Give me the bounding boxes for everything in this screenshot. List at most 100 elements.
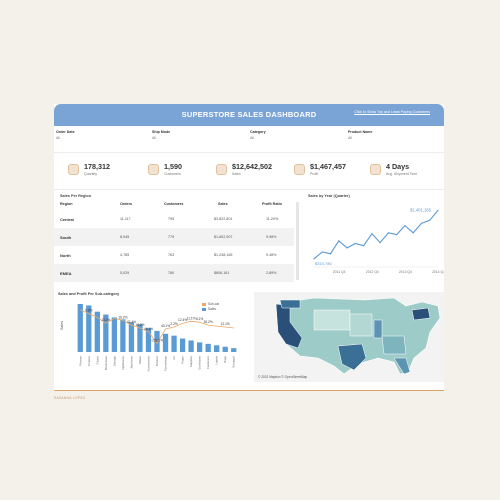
- column-header[interactable]: Profit Ratio: [262, 202, 282, 206]
- table-row[interactable]: Central 11,117 795 $3,822,801 11.20%: [54, 210, 294, 228]
- line-point[interactable]: [363, 245, 365, 247]
- footer-author: SAVANNA LOPEZ: [54, 396, 86, 400]
- map-state-midwest: [313, 309, 351, 331]
- line-point[interactable]: [371, 233, 373, 235]
- subcategory-bar[interactable]: [231, 348, 237, 352]
- profit-label: -232.2%: [151, 338, 163, 342]
- kpi-quantity: 178,312 Quantity: [68, 161, 138, 185]
- kpi-value: $12,642,502: [232, 162, 272, 171]
- line-point[interactable]: [338, 240, 340, 242]
- kpi-label: Sales: [232, 172, 241, 176]
- x-tick-label: Accessories: [146, 355, 150, 371]
- profit-ratio-line[interactable]: [80, 309, 234, 345]
- subcategory-bar[interactable]: [128, 322, 135, 352]
- legend-item[interactable]: Sub-cat: [202, 302, 219, 307]
- subcategory-bar[interactable]: [222, 346, 228, 352]
- kpi-strip: 178,312 Quantity 1,590 Customers $12,642…: [54, 152, 444, 190]
- subcategory-bar[interactable]: [205, 343, 211, 352]
- line-point[interactable]: [329, 253, 332, 255]
- cell-sales: $806,161: [214, 271, 230, 275]
- x-tick-label: Furnishings: [164, 355, 168, 370]
- x-tick-label: 2014 Q4: [432, 270, 444, 274]
- profit-label: 9.8%: [85, 309, 92, 313]
- x-tick-label: Phones: [78, 355, 82, 365]
- x-tick-label: Art: [172, 356, 176, 360]
- cell-orders: 5,029: [120, 271, 130, 275]
- subcategory-bar[interactable]: [103, 314, 109, 352]
- line-point[interactable]: [313, 258, 315, 260]
- filter-product-name[interactable]: Product Name All: [348, 130, 372, 140]
- filter-category[interactable]: Category All: [250, 130, 266, 140]
- cell-customers: 780: [168, 271, 175, 275]
- line-point[interactable]: [412, 232, 414, 234]
- legend-label: Sub-cat: [208, 302, 219, 306]
- sales-series-line[interactable]: [313, 210, 439, 260]
- column-header[interactable]: Sales: [218, 202, 228, 206]
- cell-orders: 4,785: [120, 253, 130, 257]
- subcategory-bar[interactable]: [214, 345, 220, 352]
- subcategory-bar[interactable]: [86, 305, 92, 352]
- subcategory-bar[interactable]: [179, 338, 186, 352]
- profit-label: 10.2%: [135, 323, 144, 327]
- subcategory-bar[interactable]: [111, 317, 118, 352]
- top-customers-link[interactable]: Click to Show Top and Least Paying Custo…: [354, 110, 430, 114]
- x-tick-label: Fasteners: [206, 355, 210, 368]
- table-row[interactable]: North 4,785 763 $1,248,165 9.48%: [54, 246, 294, 264]
- filter-label: Ship Mode: [152, 130, 171, 134]
- cell-sales: $1,602,907: [214, 235, 233, 239]
- cell-sales: $3,822,801: [214, 217, 233, 221]
- line-point[interactable]: [379, 241, 381, 244]
- map-attribution: © 2022 Mapbox © OpenStreetMap: [258, 375, 308, 379]
- table-row[interactable]: EMEA 5,029 780 $806,161 2.89%: [54, 264, 294, 282]
- profit-label: 12.1%: [221, 322, 230, 326]
- line-point[interactable]: [420, 222, 423, 224]
- cell-customers: 779: [168, 235, 175, 239]
- x-tick-label: Storage2: [232, 356, 236, 368]
- filter-order-date[interactable]: Order Date All: [56, 130, 75, 140]
- table-scrollbar[interactable]: [296, 202, 299, 280]
- last-value-label: $1,401,185: [410, 207, 432, 212]
- sales-per-region-table: Sales Per Region Region Orders Customers…: [54, 190, 299, 284]
- table-header: Region Orders Customers Sales Profit Rat…: [54, 202, 294, 210]
- column-header[interactable]: Region: [60, 202, 73, 206]
- x-tick-label: Binders: [155, 355, 159, 365]
- x-tick-label: 2013 Q4: [399, 270, 412, 274]
- line-point[interactable]: [429, 219, 431, 221]
- line-point[interactable]: [346, 247, 348, 249]
- line-point[interactable]: [396, 233, 398, 236]
- subcategory-bar[interactable]: [120, 319, 126, 352]
- legend-item[interactable]: Sales: [202, 307, 219, 312]
- subcategory-bar[interactable]: [196, 342, 203, 352]
- column-header[interactable]: Orders: [120, 202, 133, 206]
- legend-swatch: [202, 307, 206, 311]
- subcategory-bar[interactable]: [94, 311, 100, 352]
- kpi-label: Profit: [310, 172, 319, 176]
- subcategory-bar[interactable]: [77, 304, 83, 352]
- profit-label: 16.2%: [118, 315, 127, 319]
- dashboard-title: SUPERSTORE SALES DASHBOARD: [181, 110, 317, 119]
- kpi-shipment-time: 4 Days Avg. Shipment Time: [370, 161, 440, 185]
- kpi-value: 178,312: [84, 162, 110, 171]
- column-header[interactable]: Customers: [164, 202, 184, 206]
- legend-swatch: [202, 302, 206, 306]
- line-point[interactable]: [354, 242, 356, 245]
- x-tick-label: Storage: [112, 356, 116, 367]
- map-state-new-york: [411, 307, 431, 321]
- sales-map[interactable]: © 2022 Mapbox © OpenStreetMap: [254, 292, 444, 382]
- line-point[interactable]: [437, 209, 439, 212]
- profit-label: 11.1%: [187, 316, 196, 320]
- subcategory-bar[interactable]: [188, 340, 194, 352]
- line-point[interactable]: [387, 232, 389, 234]
- us-states-map: [275, 297, 441, 375]
- subcategory-bar[interactable]: [171, 335, 177, 352]
- table-row[interactable]: South 8,945 779 $1,602,907 9.98%: [54, 228, 294, 246]
- x-tick-label: Copiers: [87, 355, 91, 366]
- subcategory-bar[interactable]: [154, 330, 160, 352]
- subcategory-bar[interactable]: [162, 333, 169, 352]
- subcategory-bar[interactable]: [145, 328, 152, 352]
- line-point[interactable]: [404, 225, 406, 227]
- cell-ratio: 2.89%: [266, 271, 277, 275]
- line-point[interactable]: [321, 251, 323, 253]
- subcategory-bar[interactable]: [137, 324, 143, 352]
- filter-ship-mode[interactable]: Ship Mode All: [152, 130, 170, 140]
